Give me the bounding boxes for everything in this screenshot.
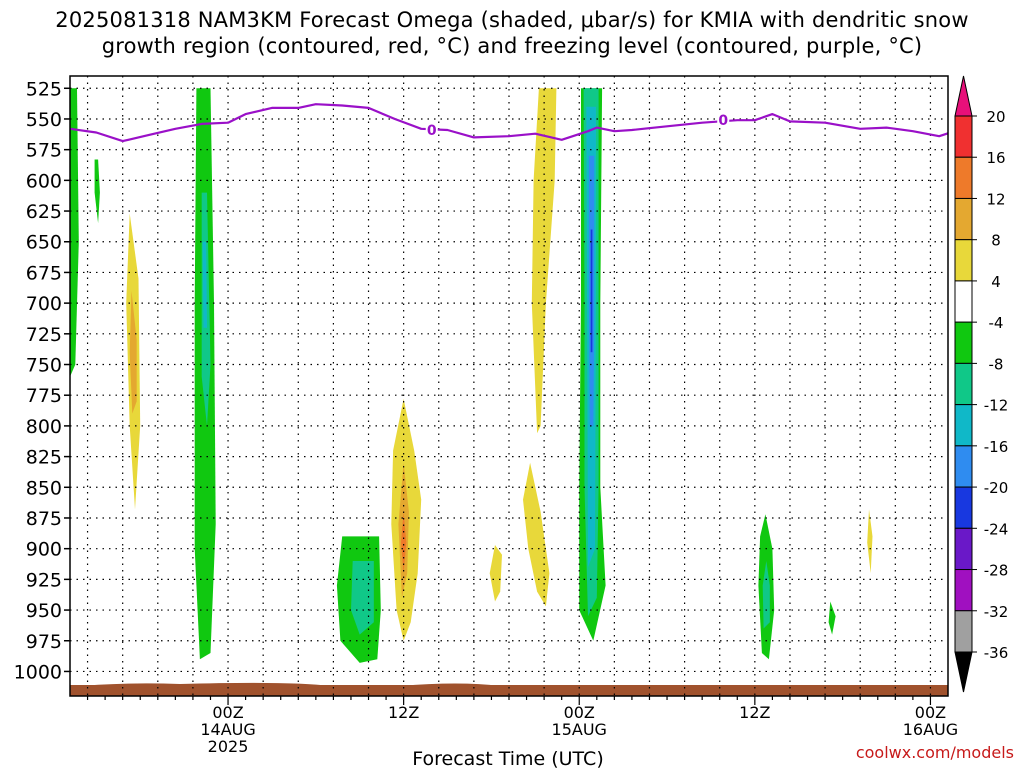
x-tick-label-0-2: 2025 bbox=[208, 737, 249, 756]
omega-region-23 bbox=[867, 509, 873, 574]
omega-region-22 bbox=[828, 601, 836, 635]
y-tick-label-975: 975 bbox=[26, 631, 62, 653]
x-tick-label-20-1: 15AUG bbox=[552, 720, 607, 739]
x-tick-label-20-0: 00Z bbox=[564, 703, 595, 722]
colorbar-label-3: 8 bbox=[991, 232, 1001, 250]
colorbar-bin-9 bbox=[954, 445, 973, 488]
y-tick-label-725: 725 bbox=[26, 324, 62, 346]
omega-region-19 bbox=[590, 229, 593, 353]
colorbar-bin-12 bbox=[954, 569, 973, 612]
surface-terrain bbox=[70, 682, 948, 696]
freezing-level-label-0: 0 bbox=[427, 123, 437, 139]
colorbar-bin-4 bbox=[954, 239, 973, 282]
y-axis: 525 550 575 600 625 650 675 700 725 750 775 800 825 8… bbox=[14, 78, 70, 683]
colorbar-label-2: 12 bbox=[986, 190, 1005, 208]
y-tick-label-950: 950 bbox=[26, 600, 62, 622]
omega-region-21 bbox=[762, 561, 770, 629]
chart-title-line-1: 2025081318 NAM3KM Forecast Omega (shaded… bbox=[55, 8, 969, 32]
y-tick-label-550: 550 bbox=[26, 109, 62, 131]
freezing-label-bg-0 bbox=[425, 122, 438, 138]
x-tick-label-40-1: 16AUG bbox=[903, 720, 958, 739]
colorbar-bin-11 bbox=[954, 527, 973, 571]
chart-title-line-2: growth region (contoured, red, °C) and f… bbox=[101, 34, 923, 58]
colorbar-label-1: 16 bbox=[986, 149, 1005, 167]
y-tick-label-575: 575 bbox=[26, 140, 62, 162]
colorbar-bin-3 bbox=[954, 197, 973, 241]
omega-region-4 bbox=[94, 159, 100, 224]
x-tick-label-0-1: 14AUG bbox=[200, 720, 255, 739]
freezing-level-contour: 00 bbox=[70, 103, 948, 143]
colorbar-bin-5 bbox=[954, 280, 973, 323]
freezing-level-line bbox=[70, 103, 948, 143]
colorbar-bin-8 bbox=[954, 404, 973, 447]
colorbar-label-6: -8 bbox=[989, 355, 1004, 373]
omega-region-12 bbox=[489, 545, 502, 602]
freezing-label-bg-1 bbox=[717, 112, 730, 128]
x-axis-label: Forecast Time (UTC) bbox=[412, 748, 603, 768]
y-tick-label-625: 625 bbox=[26, 201, 62, 223]
colorbar-bin-6 bbox=[954, 321, 973, 364]
colorbar-label-12: -32 bbox=[984, 603, 1009, 621]
y-tick-label-1000: 1000 bbox=[14, 661, 62, 683]
surface-ridge bbox=[70, 682, 948, 696]
colorbar-label-7: -12 bbox=[984, 397, 1009, 415]
y-tick-label-700: 700 bbox=[26, 293, 62, 315]
colorbar-bin-7 bbox=[954, 362, 973, 406]
y-tick-label-750: 750 bbox=[26, 355, 62, 377]
colorbar-label-9: -20 bbox=[984, 479, 1009, 497]
colorbar-label-5: -4 bbox=[989, 314, 1004, 332]
omega-shading bbox=[70, 88, 873, 663]
y-tick-label-775: 775 bbox=[26, 385, 62, 407]
freezing-level-label-1: 0 bbox=[718, 113, 728, 129]
colorbar-bin-13 bbox=[954, 610, 973, 653]
x-tick-label-0-0: 00Z bbox=[212, 703, 243, 722]
colorbar-bin-top bbox=[954, 75, 973, 117]
credit-text: coolwx.com/models bbox=[855, 743, 1014, 762]
y-tick-label-600: 600 bbox=[26, 170, 62, 192]
omega-region-3 bbox=[202, 241, 207, 328]
omega-region-6 bbox=[129, 290, 137, 414]
y-tick-label-525: 525 bbox=[26, 78, 62, 100]
colorbar-label-0: 20 bbox=[986, 108, 1005, 126]
colorbar-bin-bottom bbox=[954, 651, 973, 693]
colorbar-label-10: -24 bbox=[984, 520, 1009, 538]
y-tick-label-650: 650 bbox=[26, 232, 62, 254]
colorbar-bin-10 bbox=[954, 486, 973, 529]
x-tick-label-40-0: 00Z bbox=[915, 703, 946, 722]
y-tick-label-675: 675 bbox=[26, 262, 62, 284]
colorbar-bin-1 bbox=[954, 115, 973, 158]
omega-region-13 bbox=[523, 462, 550, 607]
omega-region-0 bbox=[70, 88, 79, 377]
colorbar-bin-2 bbox=[954, 156, 973, 199]
y-tick-label-875: 875 bbox=[26, 508, 62, 530]
colorbar-label-8: -16 bbox=[984, 438, 1009, 456]
colorbar-label-11: -28 bbox=[984, 562, 1009, 580]
y-tick-label-800: 800 bbox=[26, 416, 62, 438]
y-tick-label-900: 900 bbox=[26, 539, 62, 561]
omega-region-14 bbox=[531, 88, 557, 434]
x-tick-label-30-0: 12Z bbox=[739, 703, 770, 722]
colorbar: 20 16 12 8 4 -4 -8 -12 -16 -20 -24 -28 -32 -36 bbox=[954, 75, 1009, 693]
y-tick-label-825: 825 bbox=[26, 447, 62, 469]
colorbar-label-4: 4 bbox=[991, 273, 1001, 291]
colorbar-label-13: -36 bbox=[984, 644, 1009, 662]
y-tick-label-850: 850 bbox=[26, 477, 62, 499]
y-tick-label-925: 925 bbox=[26, 569, 62, 591]
x-tick-label-10-0: 12Z bbox=[388, 703, 419, 722]
omega-region-9 bbox=[401, 511, 407, 574]
